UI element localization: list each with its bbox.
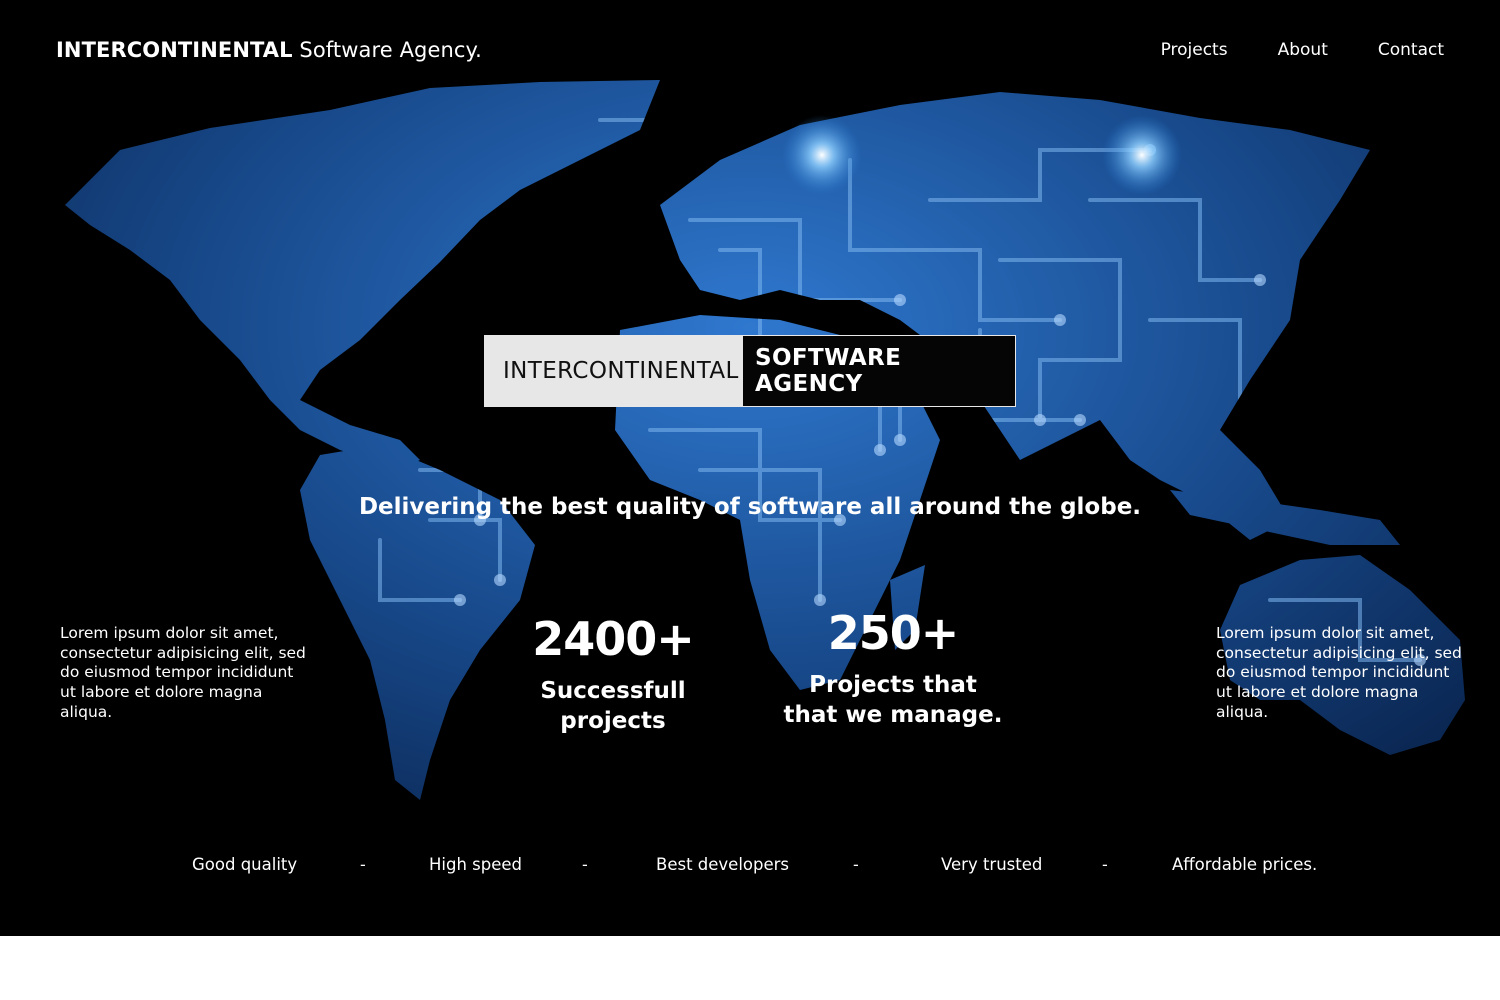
features-bar: Good quality - High speed - Best develop… (0, 855, 1500, 881)
feature-very-trusted: Very trusted (941, 855, 1043, 874)
brand-bold: INTERCONTINENTAL (56, 38, 293, 62)
feature-good-quality: Good quality (192, 855, 298, 874)
top-nav: Projects About Contact (1161, 40, 1444, 60)
stat-number: 250+ (827, 606, 960, 660)
stat-successful-projects: 2400+ Successfull projects (513, 612, 713, 736)
hero-tagline: Delivering the best quality of software … (358, 494, 1142, 520)
hero-title-left: INTERCONTINENTAL (485, 336, 743, 406)
stat-label: Successfull projects (540, 678, 686, 734)
feature-separator: - (360, 855, 366, 874)
nav-projects[interactable]: Projects (1160, 40, 1228, 60)
stat-label: Projects that that we manage. (783, 672, 1003, 728)
stat-managed-projects: 250+ Projects that that we manage. (768, 606, 1018, 730)
intro-text-left: Lorem ipsum dolor sit amet, consectetur … (60, 624, 306, 721)
brand-rest: Software Agency. (292, 38, 482, 62)
stat-number: 2400+ (532, 612, 695, 666)
nav-about[interactable]: About (1277, 40, 1328, 60)
feature-affordable-prices: Affordable prices. (1172, 855, 1318, 874)
hero-title: INTERCONTINENTAL SOFTWARE AGENCY (484, 335, 1016, 407)
brand-logo[interactable]: INTERCONTINENTAL Software Agency. (56, 38, 482, 62)
feature-separator: - (1102, 855, 1108, 874)
hero-title-right: SOFTWARE AGENCY (743, 336, 1015, 406)
feature-high-speed: High speed (429, 855, 523, 874)
glow-light (1102, 115, 1182, 195)
feature-best-developers: Best developers (656, 855, 790, 874)
feature-separator: - (853, 855, 859, 874)
feature-separator: - (582, 855, 588, 874)
intro-text-right: Lorem ipsum dolor sit amet, consectetur … (1216, 624, 1462, 721)
hero-section: INTERCONTINENTAL Software Agency. Projec… (0, 0, 1500, 936)
world-map-background (65, 80, 1465, 800)
nav-contact[interactable]: Contact (1377, 40, 1444, 60)
glow-light (782, 115, 862, 195)
